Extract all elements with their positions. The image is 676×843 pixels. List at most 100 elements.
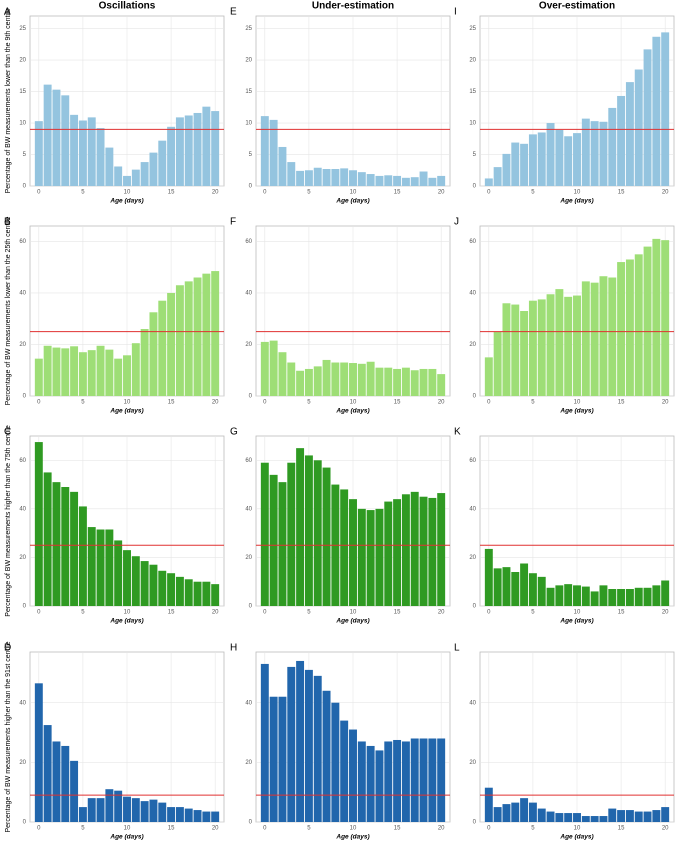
bar	[131, 556, 140, 606]
bar	[393, 499, 402, 606]
bar	[357, 741, 366, 822]
y-tick-label: 0	[473, 820, 477, 826]
x-tick-label: 10	[574, 610, 581, 616]
bar	[349, 363, 357, 396]
bar	[590, 816, 599, 822]
bar	[652, 810, 661, 822]
x-tick-label: 0	[487, 610, 491, 616]
bar	[87, 350, 96, 396]
panel-label: E	[230, 7, 237, 18]
bar	[661, 807, 670, 822]
bar	[131, 169, 140, 186]
bar	[581, 586, 590, 606]
bar	[528, 300, 537, 396]
y-tick-label: 0	[23, 184, 27, 190]
x-tick-label: 10	[350, 190, 357, 196]
bar	[140, 561, 149, 606]
bar	[625, 82, 634, 186]
x-tick-label: 10	[574, 826, 581, 832]
bar	[340, 168, 349, 186]
y-tick-label: 15	[469, 89, 476, 95]
bar	[564, 813, 573, 822]
y-tick-label: 40	[19, 700, 26, 706]
bar	[528, 134, 537, 186]
bar	[590, 282, 599, 396]
y-axis-label: Percentage of BW measurements lower than…	[5, 8, 12, 193]
bar	[167, 126, 176, 186]
panel-label: L	[454, 643, 460, 654]
y-tick-label: 15	[19, 89, 26, 95]
bar	[184, 579, 193, 606]
bar	[167, 807, 176, 822]
bar	[70, 491, 79, 606]
bar	[546, 123, 555, 186]
y-tick-label: 20	[469, 555, 476, 561]
x-tick-label: 10	[124, 190, 131, 196]
bar	[296, 448, 305, 606]
bar	[581, 281, 590, 396]
y-tick-label: 40	[245, 506, 252, 512]
bar	[555, 289, 564, 396]
x-tick-label: 20	[212, 400, 219, 406]
bar	[590, 121, 599, 186]
bar	[140, 801, 149, 822]
x-tick-label: 10	[124, 400, 131, 406]
bar	[555, 129, 564, 186]
x-tick-label: 20	[212, 610, 219, 616]
bar	[384, 175, 393, 186]
x-tick-label: 0	[37, 400, 41, 406]
bar	[123, 796, 131, 822]
bar	[184, 808, 193, 822]
bar	[313, 167, 322, 186]
bar	[296, 370, 305, 396]
y-tick-label: 20	[19, 555, 26, 561]
y-tick-label: 20	[19, 342, 26, 348]
y-tick-label: 0	[23, 394, 27, 400]
bar	[581, 816, 590, 822]
bar	[419, 171, 428, 186]
bar	[546, 811, 555, 822]
x-tick-label: 10	[350, 400, 357, 406]
y-tick-label: 10	[19, 121, 26, 127]
bar	[114, 540, 123, 606]
y-axis-label: Percentage of BW measurements higher tha…	[5, 425, 12, 617]
bar	[193, 277, 202, 396]
panel-label: B	[4, 217, 11, 228]
bar	[269, 119, 278, 186]
bar	[193, 581, 202, 606]
bar	[96, 128, 105, 186]
bar	[70, 346, 79, 396]
bar	[287, 666, 296, 822]
bar	[502, 153, 511, 186]
x-tick-label: 15	[168, 400, 175, 406]
bar	[419, 496, 428, 606]
x-tick-label: 5	[307, 400, 311, 406]
bar	[661, 32, 670, 187]
panel-label: J	[454, 217, 459, 228]
bar	[43, 345, 52, 396]
bar	[61, 348, 70, 396]
bar	[167, 292, 176, 396]
bar	[546, 587, 555, 606]
bar	[625, 589, 634, 606]
bar	[484, 548, 493, 606]
y-tick-label: 0	[23, 820, 27, 826]
y-tick-label: 40	[245, 700, 252, 706]
x-tick-label: 15	[618, 610, 625, 616]
bar	[599, 585, 608, 606]
bar	[114, 358, 123, 396]
x-tick-label: 15	[168, 826, 175, 832]
x-tick-label: 0	[37, 826, 41, 832]
x-tick-label: 15	[618, 190, 625, 196]
bar	[428, 368, 437, 396]
bar	[573, 295, 581, 396]
x-tick-label: 15	[168, 190, 175, 196]
y-tick-label: 0	[473, 604, 477, 610]
bar	[340, 720, 349, 822]
x-axis-label: Age (days)	[109, 408, 143, 415]
bar	[131, 798, 140, 822]
bar	[184, 281, 193, 396]
bar	[149, 152, 158, 186]
y-tick-label: 25	[19, 26, 26, 32]
bar	[149, 312, 158, 396]
